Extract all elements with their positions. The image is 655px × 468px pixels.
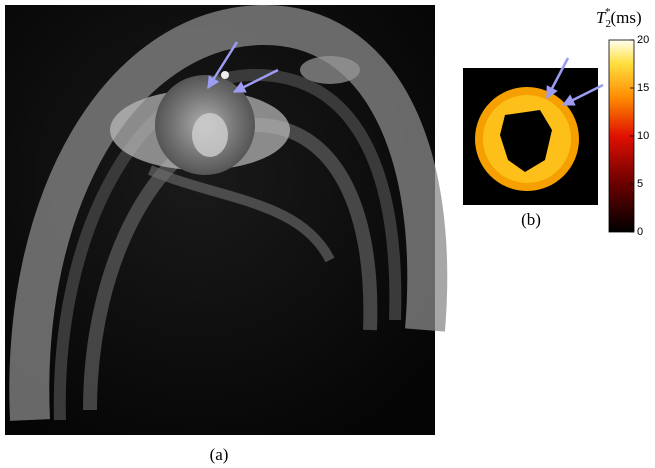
tick-label: 20 bbox=[637, 34, 649, 46]
caption: (b) bbox=[521, 210, 541, 229]
tick-label: 10 bbox=[637, 130, 649, 142]
unit: (ms) bbox=[610, 8, 641, 27]
colorbar-label: T2*(ms) bbox=[596, 6, 642, 30]
caption: (a) bbox=[210, 445, 229, 464]
tick-label: 15 bbox=[637, 82, 649, 94]
t2-map bbox=[463, 58, 603, 205]
mri-image bbox=[5, 5, 435, 435]
tick-label: 0 bbox=[637, 226, 643, 238]
tick-label: 5 bbox=[637, 178, 643, 190]
page: {"panels": [{"caption": "(a)"}, {"captio… bbox=[0, 0, 655, 468]
figure: (a) (b) T2*(ms) 0 5 10 15 20 bbox=[0, 0, 655, 468]
